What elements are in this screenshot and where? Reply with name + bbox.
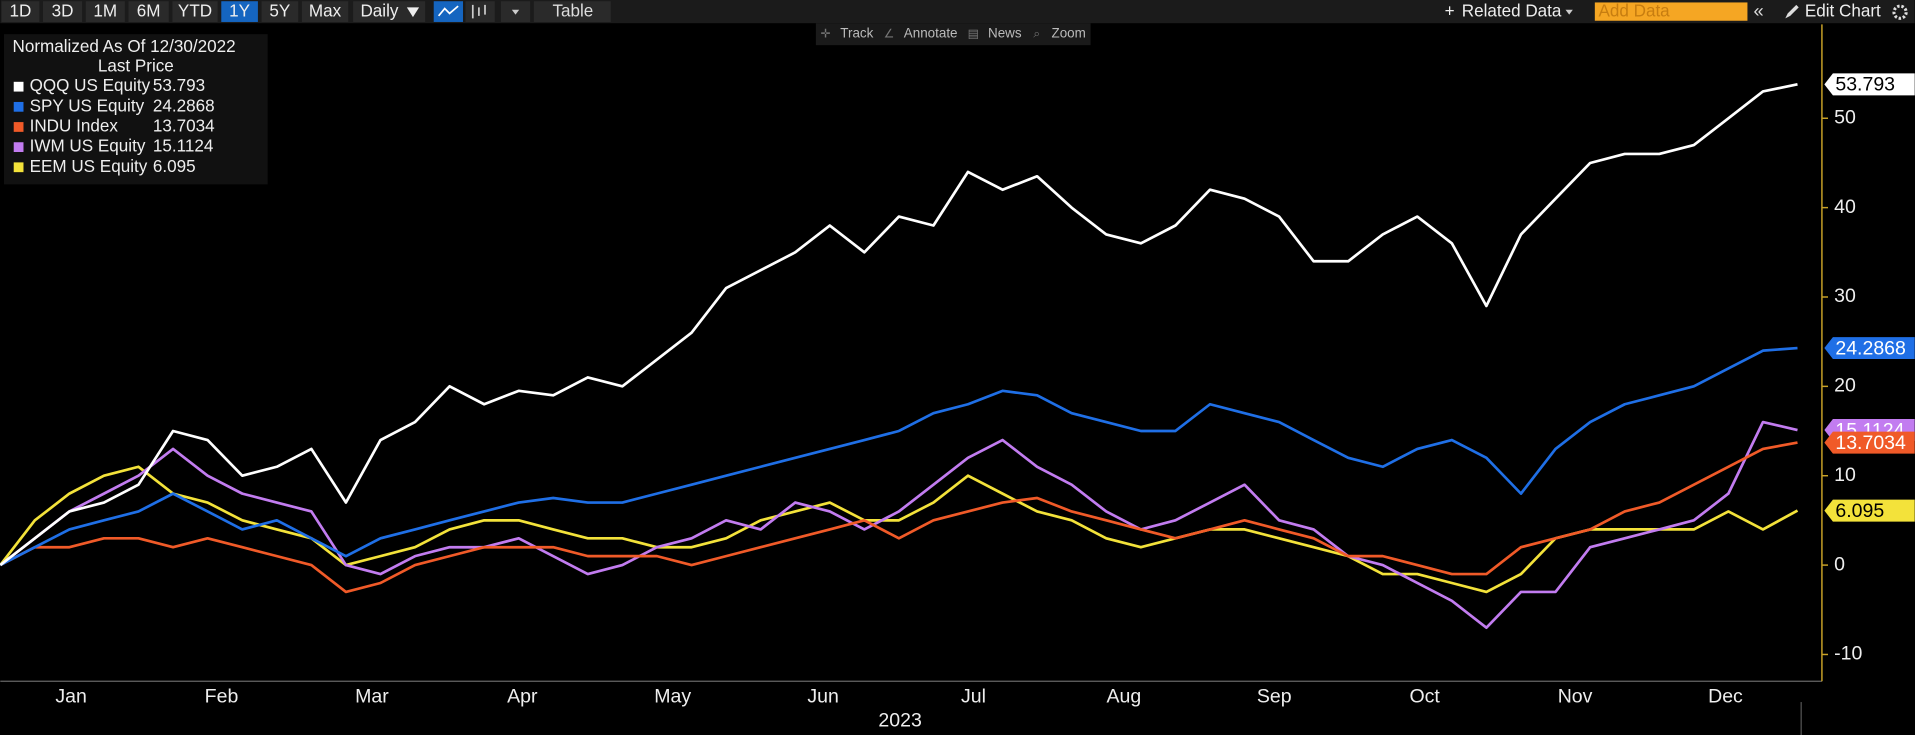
range-button[interactable] [172, 1, 218, 22]
last-value-tag [1824, 337, 1915, 360]
x-tick-label: Nov [1558, 685, 1593, 707]
legend-swatch [13, 81, 24, 92]
legend-name: SPY US Equity [30, 96, 145, 115]
y-tick-label: 50 [1834, 106, 1856, 128]
range-button[interactable] [261, 1, 299, 22]
x-tick-label: Jan [55, 685, 86, 707]
range-button[interactable] [221, 1, 258, 22]
legend-swatch [13, 101, 24, 112]
series-line [0, 465, 1799, 594]
series-line [0, 346, 1798, 567]
series-line [0, 441, 1798, 594]
tool-label[interactable]: Track [840, 26, 873, 41]
range-label: YTD [178, 2, 212, 21]
tool-icon: ∠ [884, 26, 895, 40]
legend-value: 13.7034 [153, 116, 215, 135]
series-line [0, 420, 1798, 630]
legend-value: 6.095 [153, 157, 196, 176]
y-tick-label: -10 [1834, 643, 1862, 665]
legend-swatch [13, 142, 24, 153]
collapse-icon[interactable]: « [1754, 0, 1764, 21]
range-label: 3D [52, 2, 74, 21]
tool-icon: ⌕ [1033, 26, 1040, 40]
range-label: 6M [137, 2, 161, 21]
legend-value: 53.793 [153, 76, 205, 95]
x-tick-label: Sep [1257, 685, 1292, 707]
range-button[interactable] [43, 1, 83, 22]
related-data[interactable]: Related Data [1462, 2, 1562, 21]
edit-icon [1785, 4, 1799, 19]
tool-icon: ✛ [821, 26, 831, 40]
last-value-tag [1824, 73, 1915, 96]
legend-name: QQQ US Equity [30, 76, 151, 95]
edit-chart[interactable]: Edit Chart [1805, 2, 1881, 21]
plus: + [1445, 2, 1455, 21]
x-tick-label: Aug [1107, 685, 1142, 707]
legend-name: IWM US Equity [30, 137, 146, 156]
x-tick-label: Mar [355, 685, 389, 707]
frequency-button[interactable] [353, 1, 426, 22]
dropdown-arrow [511, 9, 520, 15]
tool-label[interactable]: News [988, 26, 1022, 41]
legend-value: 15.1124 [153, 137, 213, 156]
range-button[interactable] [301, 1, 349, 22]
range-label: 5Y [269, 2, 290, 21]
range-button[interactable] [1, 1, 40, 22]
y-tick-label: 40 [1834, 196, 1856, 218]
range-label: 1M [93, 2, 117, 21]
tools-bar [815, 23, 1091, 46]
bar-icon-button[interactable] [465, 1, 495, 22]
range-label: 1D [10, 2, 32, 21]
tool-label[interactable]: Zoom [1052, 26, 1086, 41]
x-axis-label: 2023 [878, 710, 921, 732]
last-value-label: 53.793 [1835, 74, 1895, 96]
y-tick-label: 30 [1834, 285, 1856, 307]
legend-value: 24.2868 [153, 96, 215, 115]
x-tick-label: Oct [1409, 685, 1440, 707]
bar-icon [471, 4, 486, 19]
legend-name: INDU Index [30, 116, 119, 135]
last-value-label: 6.095 [1835, 500, 1884, 522]
y-tick-label: 0 [1834, 553, 1845, 575]
y-tick-label: 10 [1834, 464, 1856, 486]
legend-subtitle: Last Price [98, 57, 174, 76]
x-tick-label: Dec [1708, 685, 1743, 707]
x-tick-label: Jul [961, 685, 986, 707]
add-data-placeholder: Add Data [1598, 2, 1670, 21]
range-button[interactable] [128, 1, 169, 22]
y-tick-label: 20 [1834, 375, 1856, 397]
line-icon [437, 5, 459, 17]
settings-icon[interactable] [1892, 4, 1908, 20]
x-tick-label: Feb [205, 685, 239, 707]
legend-box [3, 34, 268, 185]
legend-name: EEM US Equity [30, 157, 148, 176]
x-tick-label: Jun [807, 685, 838, 707]
range-label: 1Y [229, 2, 250, 21]
last-value-label: 13.7034 [1835, 432, 1906, 454]
series-line [0, 83, 1798, 567]
legend-title: Normalized As Of 12/30/2022 [13, 37, 236, 56]
x-tick-label: May [654, 685, 691, 707]
add-data-input[interactable] [1594, 2, 1748, 21]
x-tick-label: Apr [507, 685, 538, 707]
tool-label[interactable]: Annotate [904, 26, 958, 41]
last-value-label: 24.2868 [1835, 337, 1906, 359]
legend-swatch [13, 122, 24, 132]
dropdown-arrow [406, 7, 420, 18]
last-value-tag [1824, 431, 1915, 454]
table-label: Table [552, 2, 593, 21]
table-button[interactable] [533, 1, 611, 22]
range-label: Max [309, 2, 342, 21]
tool-icon: ▤ [968, 26, 980, 40]
last-value-tag [1824, 499, 1915, 522]
legend-swatch [13, 162, 24, 173]
range-button[interactable] [85, 1, 125, 22]
dropdown-arrow [1565, 9, 1573, 15]
frequency-label: Daily [360, 2, 398, 21]
